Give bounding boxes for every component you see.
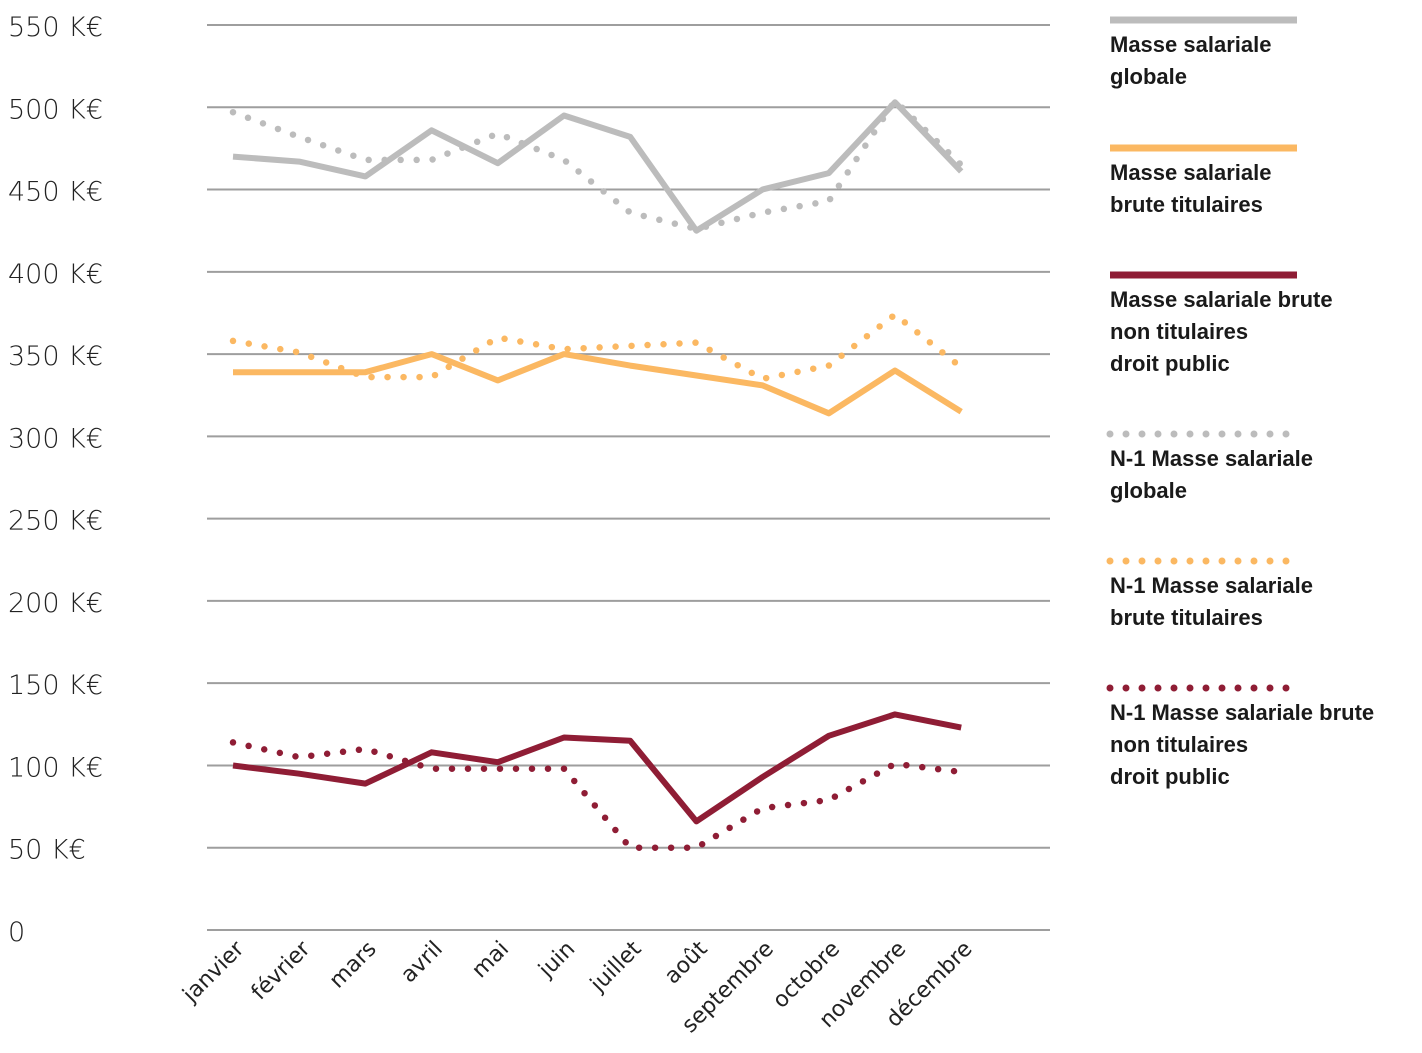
legend-label: brute titulaires: [1110, 192, 1263, 217]
x-tick-label: mai: [467, 937, 514, 984]
y-tick-label: 350 K€: [8, 341, 103, 372]
y-tick-label: 200 K€: [8, 588, 103, 619]
y-tick-label: 450 K€: [8, 177, 103, 208]
y-tick-label: 250 K€: [8, 506, 103, 537]
y-tick-label: 550 K€: [8, 12, 103, 43]
x-tick-label: janvier: [178, 936, 250, 1008]
legend-label: N-1 Masse salariale brute: [1110, 700, 1374, 725]
legend-label: droit public: [1110, 351, 1230, 376]
legend-label: brute titulaires: [1110, 605, 1263, 630]
series-line: [232, 99, 964, 234]
legend-label: Masse salariale: [1110, 160, 1271, 185]
legend-label: droit public: [1110, 764, 1230, 789]
grid-lines: [207, 24, 1050, 931]
x-tick-label: avril: [396, 937, 447, 988]
series-line: [229, 97, 965, 233]
series-lines: [229, 97, 965, 851]
y-tick-label: 100 K€: [8, 752, 103, 783]
legend-label: N-1 Masse salariale: [1110, 573, 1313, 598]
y-tick-label: 150 K€: [8, 670, 103, 701]
y-tick-label: 400 K€: [8, 259, 103, 290]
legend-label: Masse salariale brute: [1110, 287, 1333, 312]
legend-label: globale: [1110, 478, 1187, 503]
series-line: [229, 311, 965, 383]
legend-label: globale: [1110, 64, 1187, 89]
legend-label: Masse salariale: [1110, 32, 1271, 57]
y-tick-label: 50 K€: [8, 835, 86, 866]
series-line: [233, 351, 963, 417]
legend: Masse salariale globale Masse salariale bru…: [1106, 16, 1374, 789]
x-tick-label: février: [247, 936, 316, 1005]
x-tick-label: juin: [533, 937, 580, 984]
legend-label: non titulaires: [1110, 732, 1248, 757]
x-tick-label: août: [660, 936, 713, 989]
x-tick-label: mars: [325, 937, 382, 994]
y-tick-label: 300 K€: [8, 423, 103, 454]
y-tick-label: 500 K€: [8, 94, 103, 125]
y-tick-label: 0: [8, 917, 25, 948]
y-axis-tick-labels: 0 50 K€ 100 K€ 150 K€ 200 K€ 250 K€ 300 K€ 350 …: [8, 12, 103, 948]
legend-label: N-1 Masse salariale: [1110, 446, 1313, 471]
x-tick-label: juillet: [585, 936, 646, 997]
legend-label: non titulaires: [1110, 319, 1248, 344]
series-line: [232, 711, 962, 825]
series-line: [229, 739, 965, 851]
